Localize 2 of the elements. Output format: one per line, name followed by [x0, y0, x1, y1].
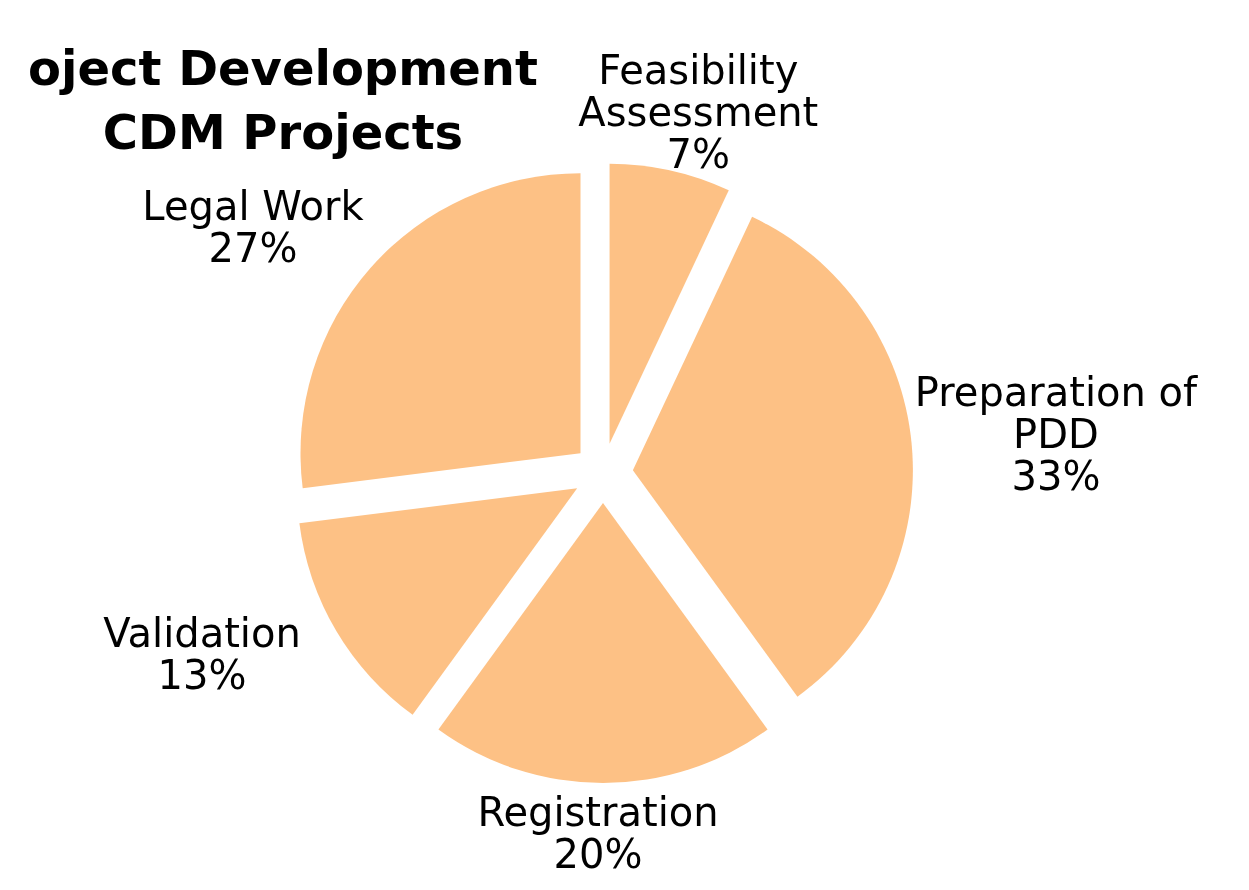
data-label: 20% [553, 831, 643, 877]
chart-title: oject Development CDM Projects [28, 40, 538, 160]
